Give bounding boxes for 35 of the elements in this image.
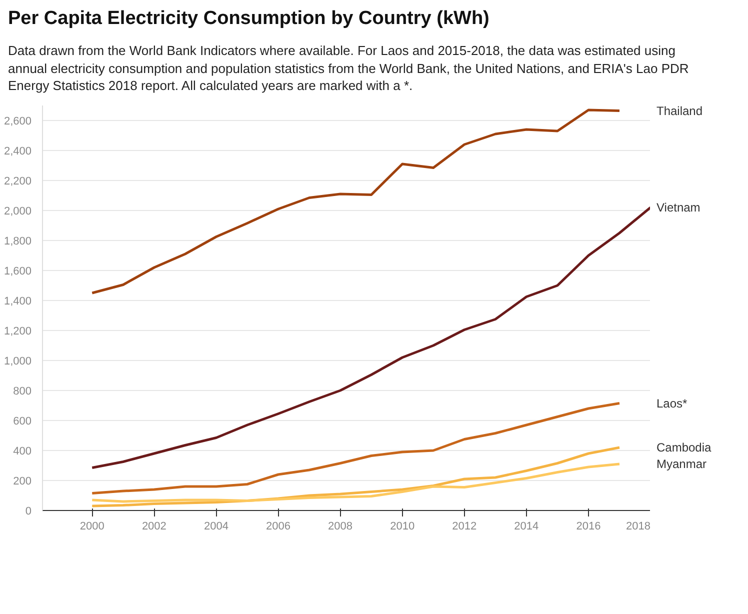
x-tick-label: 2010 <box>390 520 415 532</box>
x-tick-label: 2016 <box>576 520 601 532</box>
text: Laos* <box>656 396 688 410</box>
x-tick-label: 2002 <box>142 520 166 532</box>
y-tick-label: 1,400 <box>4 295 32 308</box>
text: Cambodia <box>656 440 712 454</box>
y-tick-label: 2,200 <box>4 175 32 188</box>
x-tick-label: 2012 <box>452 520 477 532</box>
y-tick-label: 1,000 <box>4 355 32 368</box>
chart-subtitle: Data drawn from the World Bank Indicators where available. For Laos and 2015-2018, the data was estimated using annual electricity consumption and population statistics from the World Bank, the United Nations, and ERIA's Lao PDR Energy Statistics 2018 report. All calculated years are marked with a *. <box>8 42 690 95</box>
x-tick-label: 2014 <box>514 520 539 532</box>
y-tick-label: 2,600 <box>4 115 32 128</box>
y-tick-label: 800 <box>13 385 32 398</box>
series-label: Vietnam <box>656 200 700 214</box>
line-series <box>90 462 621 503</box>
y-tick-label: 1,200 <box>4 325 32 338</box>
y-tick-label: 200 <box>13 475 32 488</box>
y-tick-label: 2,000 <box>4 205 32 218</box>
x-tick-label: 2004 <box>204 520 228 532</box>
y-tick-label: 400 <box>13 445 32 458</box>
y-tick-label: 1,800 <box>4 235 32 248</box>
x-tick-label: 2006 <box>266 520 291 532</box>
text: Thailand <box>656 104 703 118</box>
chart-title: Per Capita Electricity Consumption by Country (kWh) <box>8 7 490 31</box>
x-tick-label: 2008 <box>328 520 353 532</box>
line-series <box>90 206 650 469</box>
y-tick-label: 2,400 <box>4 145 32 158</box>
y-tick-label: 0 <box>25 505 32 518</box>
line-series <box>90 402 621 494</box>
y-tick-label: 600 <box>13 415 32 428</box>
text: Myanmar <box>656 456 707 471</box>
x-tick-label: 2018 <box>626 520 651 532</box>
x-tick-label: 2000 <box>80 520 104 532</box>
line-series <box>90 108 621 294</box>
y-tick-label: 1,600 <box>4 265 32 278</box>
